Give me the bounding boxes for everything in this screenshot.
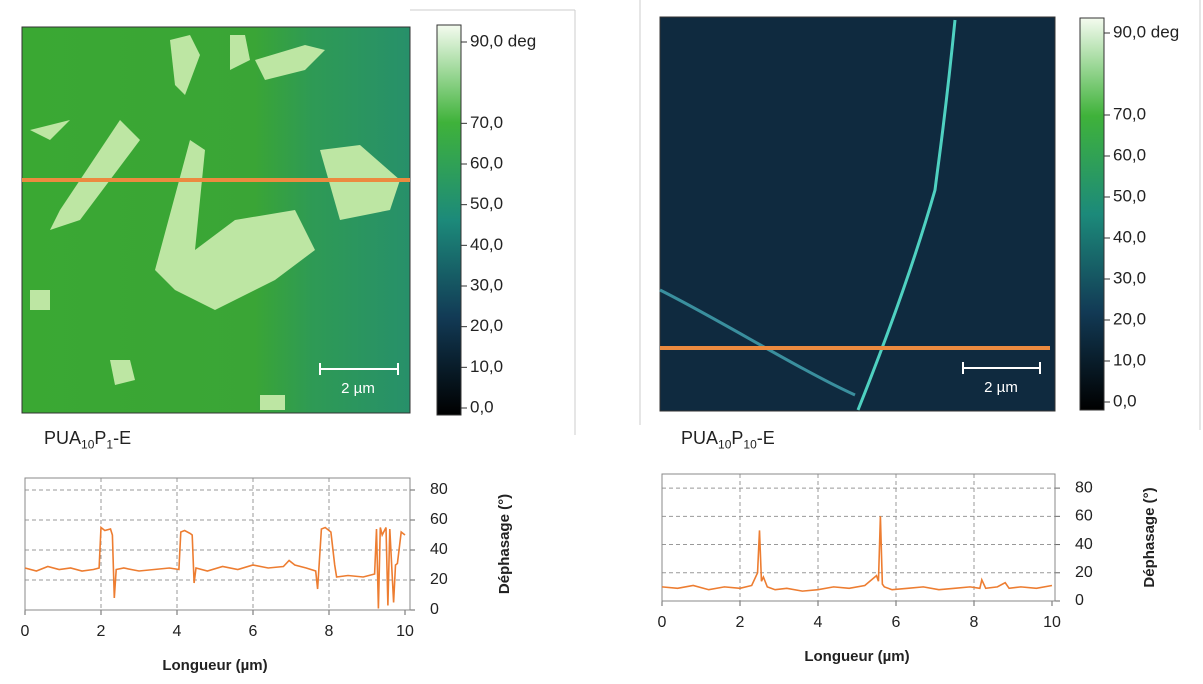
sample-label: PUA10P10-E [681, 428, 775, 452]
x-axis-label: Longueur (µm) [162, 657, 267, 674]
x-tick-label: 10 [396, 623, 414, 640]
y-tick-label: 40 [430, 541, 448, 558]
colorbar-tick-label: 10,0 [470, 357, 503, 376]
label-part: PUA [44, 428, 82, 448]
x-tick-label: 6 [249, 623, 258, 640]
afm-boundary [856, 19, 957, 411]
label-part: 1 [106, 437, 114, 452]
label-part: 10 [718, 437, 732, 452]
y-axis-label: Déphasage (°) [1141, 487, 1158, 587]
profile-line [661, 516, 1053, 592]
colorbar [1079, 17, 1105, 411]
colorbar-tick-label: 30,0 [1113, 268, 1146, 287]
colorbar-tick-label: 20,0 [1113, 309, 1146, 328]
label-part: 10 [81, 437, 95, 452]
y-tick-label: 20 [1075, 564, 1093, 581]
afm-image [21, 26, 411, 414]
x-tick-label: 4 [173, 623, 182, 640]
x-tick-label: 0 [658, 614, 667, 631]
y-tick-label: 60 [430, 511, 448, 528]
colorbar-tick-label: 50,0 [470, 194, 503, 213]
y-tick-label: 60 [1075, 508, 1093, 525]
plot-frame [24, 477, 411, 611]
sample-label: PUA10P1-E [44, 428, 131, 452]
y-tick-label: 80 [1075, 479, 1093, 496]
y-tick-label: 80 [430, 481, 448, 498]
colorbar [436, 24, 462, 416]
y-tick-label: 40 [1075, 536, 1093, 553]
x-tick-label: 2 [97, 623, 106, 640]
y-axis-label: Déphasage (°) [496, 494, 513, 594]
colorbar-tick-label: 0,0 [1113, 391, 1137, 410]
x-tick-label: 4 [814, 614, 823, 631]
y-tick-label: 20 [430, 571, 448, 588]
scale-bar-label: 2 µm [984, 379, 1018, 396]
x-tick-label: 10 [1043, 614, 1061, 631]
colorbar-tick-label: 50,0 [1113, 186, 1146, 205]
colorbar-tick-label: 70,0 [1113, 104, 1146, 123]
colorbar-tick-label: 30,0 [470, 275, 503, 294]
colorbar-tick-label: 40,0 [470, 235, 503, 254]
colorbar-tick-label: 90,0 deg [470, 31, 536, 50]
x-tick-label: 6 [892, 614, 901, 631]
afm-boundary [659, 288, 856, 397]
label-part: -E [113, 428, 132, 448]
scale-bar-label: 2 µm [341, 380, 375, 397]
label-part: -E [756, 428, 775, 448]
label-part: PUA [681, 428, 719, 448]
x-tick-label: 8 [970, 614, 979, 631]
label-part: 10 [743, 437, 757, 452]
colorbar-tick-label: 0,0 [470, 397, 494, 416]
colorbar-tick-label: 60,0 [1113, 145, 1146, 164]
afm-image [659, 16, 1056, 412]
colorbar-tick-label: 90,0 deg [1113, 22, 1179, 41]
colorbar-tick-label: 20,0 [470, 316, 503, 335]
colorbar-tick-label: 10,0 [1113, 350, 1146, 369]
y-tick-label: 0 [1075, 592, 1084, 609]
label-part: P [731, 428, 744, 448]
x-tick-label: 8 [325, 623, 334, 640]
afm-domains [30, 35, 400, 410]
label-part: P [94, 428, 107, 448]
x-tick-label: 2 [736, 614, 745, 631]
x-tick-label: 0 [21, 623, 30, 640]
x-axis-label: Longueur (µm) [804, 648, 909, 665]
profile-line [24, 525, 406, 609]
y-tick-label: 0 [430, 601, 439, 618]
colorbar-tick-label: 60,0 [470, 153, 503, 172]
colorbar-tick-label: 70,0 [470, 113, 503, 132]
plot-frame [661, 473, 1056, 602]
colorbar-tick-label: 40,0 [1113, 227, 1146, 246]
